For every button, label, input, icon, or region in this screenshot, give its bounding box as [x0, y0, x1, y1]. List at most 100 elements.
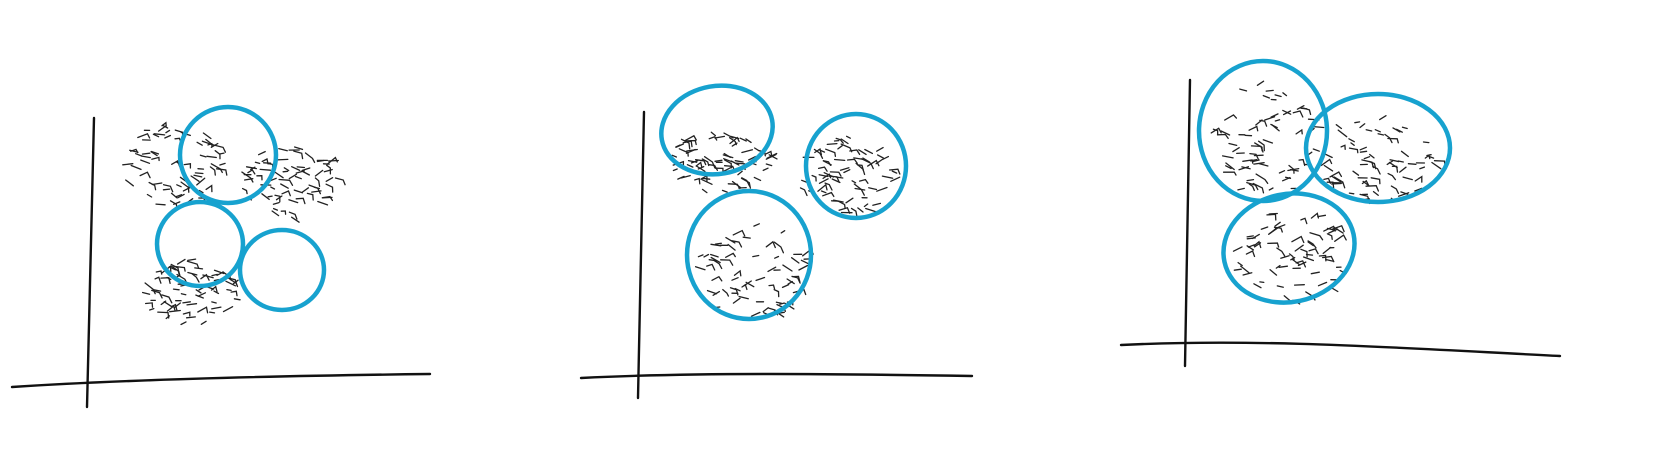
point-stroke: [729, 136, 740, 145]
point-stroke: [233, 298, 241, 301]
point-stroke: [1399, 166, 1407, 173]
point-stroke: [694, 266, 706, 271]
point-stroke: [1317, 214, 1327, 218]
point-stroke: [734, 160, 744, 163]
point-stroke: [322, 195, 334, 202]
point-stroke: [824, 182, 833, 191]
point-stroke: [1317, 281, 1328, 287]
point-stroke: [1402, 176, 1413, 181]
x-axis: [10, 372, 432, 389]
point-stroke: [155, 203, 166, 206]
point-stroke: [1254, 142, 1263, 152]
point-stroke: [817, 183, 828, 192]
point-stroke: [1268, 228, 1277, 235]
point-stroke: [1386, 160, 1394, 166]
point-stroke: [1401, 126, 1408, 130]
point-stroke: [1389, 159, 1400, 163]
point-stroke: [288, 211, 298, 220]
point-stroke: [1264, 116, 1276, 121]
point-stroke: [738, 295, 749, 300]
point-stroke: [876, 146, 884, 152]
point-stroke: [1246, 178, 1255, 182]
point-stroke: [1225, 165, 1232, 170]
point-stroke: [211, 301, 217, 304]
point-stroke: [1422, 141, 1430, 144]
point-stroke: [854, 187, 866, 191]
point-stroke: [183, 163, 192, 169]
point-stroke: [1248, 125, 1259, 132]
point-stroke: [722, 166, 733, 173]
point-stroke: [144, 302, 154, 308]
point-stroke: [775, 301, 783, 304]
point-stroke: [200, 273, 210, 281]
point-stroke: [708, 136, 718, 141]
point-stroke: [170, 263, 180, 275]
point-stroke: [197, 292, 207, 297]
point-stroke: [282, 170, 289, 173]
point-stroke: [831, 178, 841, 184]
panel: [1119, 78, 1562, 368]
point-stroke: [151, 156, 160, 162]
point-stroke: [274, 194, 281, 203]
point-stroke: [814, 147, 823, 156]
point-stroke: [1312, 148, 1320, 152]
point-stroke: [1307, 240, 1317, 249]
point-stroke: [256, 175, 263, 181]
point-stroke: [1274, 94, 1282, 98]
point-stroke: [186, 303, 198, 306]
point-stroke: [1265, 89, 1274, 92]
point-stroke: [205, 138, 212, 145]
cluster-outline: [237, 227, 327, 313]
point-stroke: [1302, 107, 1312, 116]
point-stroke: [731, 142, 738, 147]
point-stroke: [741, 283, 748, 291]
point-stroke: [1310, 212, 1320, 219]
point-stroke: [684, 139, 697, 146]
point-stroke: [288, 199, 299, 204]
point-stroke: [701, 177, 711, 180]
point-stroke: [1281, 176, 1291, 182]
point-stroke: [732, 229, 746, 237]
point-stroke: [686, 164, 694, 168]
point-stroke: [1253, 283, 1262, 289]
point-stroke: [267, 195, 273, 198]
point-stroke: [714, 135, 726, 139]
point-stroke: [773, 241, 785, 254]
point-stroke: [323, 168, 333, 173]
point-stroke: [1253, 242, 1262, 248]
point-stroke: [723, 158, 733, 163]
point-stroke: [164, 134, 172, 139]
point-stroke: [890, 176, 901, 182]
point-stroke: [739, 137, 747, 142]
point-stroke: [168, 266, 177, 271]
point-stroke: [1372, 165, 1381, 175]
point-stroke: [1330, 182, 1342, 185]
point-stroke: [304, 152, 316, 164]
point-stroke: [1253, 240, 1262, 249]
point-stroke: [780, 230, 786, 234]
point-stroke: [779, 302, 785, 305]
point-stroke: [241, 171, 254, 183]
point-stroke: [1221, 155, 1234, 159]
point-stroke: [1407, 163, 1417, 165]
clusters: [154, 58, 1453, 322]
point-stroke: [1325, 258, 1334, 262]
point-stroke: [1328, 228, 1339, 234]
point-stroke: [135, 153, 143, 157]
point-stroke: [798, 264, 809, 271]
point-stroke: [197, 306, 209, 314]
point-stroke: [276, 158, 289, 161]
point-stroke: [313, 186, 321, 190]
point-stroke: [725, 236, 736, 244]
point-stroke: [316, 159, 325, 163]
point-stroke: [835, 176, 844, 179]
point-stroke: [301, 167, 311, 172]
point-stroke: [173, 302, 181, 309]
point-stroke: [1252, 182, 1265, 194]
cluster-outline: [1221, 191, 1357, 305]
point-stroke: [195, 294, 204, 299]
point-stroke: [678, 148, 689, 157]
point-stroke: [782, 264, 793, 272]
point-stroke: [229, 278, 239, 288]
point-stroke: [1240, 265, 1250, 274]
